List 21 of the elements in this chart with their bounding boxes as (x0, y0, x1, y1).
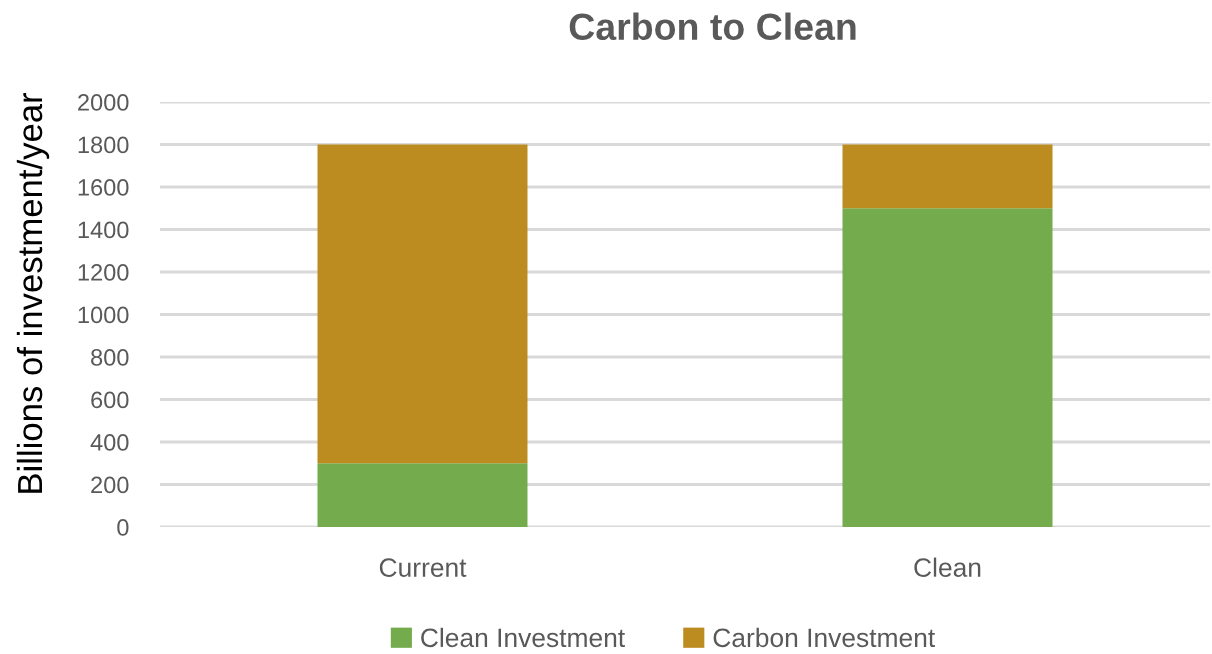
y-tick-label: 1200 (78, 264, 129, 281)
legend-label: Clean Investment (421, 627, 625, 648)
y-tick-label: 1400 (78, 221, 129, 239)
bar (842, 144, 1053, 209)
bar (317, 463, 528, 527)
x-tick-label: Current (379, 558, 467, 577)
bar (317, 144, 528, 464)
y-tick-label: 200 (91, 476, 129, 494)
y-tick-label: 2000 (78, 94, 129, 111)
chart-title: Carbon to Clean (569, 12, 856, 41)
y-tick-label: 1600 (78, 179, 129, 196)
bar (842, 208, 1053, 527)
y-tick-label: 600 (91, 391, 129, 409)
y-tick-label: 400 (90, 434, 129, 451)
x-tick-label: Clean (914, 557, 981, 577)
y-tick-label: 1800 (78, 136, 129, 154)
y-tick-label: 0 (117, 519, 129, 536)
y-tick-label: 800 (91, 349, 129, 366)
y-tick-label: 1000 (78, 306, 129, 324)
legend-label: Carbon Investment (713, 627, 936, 648)
y-axis-title: Billions of investment/year (16, 92, 50, 493)
